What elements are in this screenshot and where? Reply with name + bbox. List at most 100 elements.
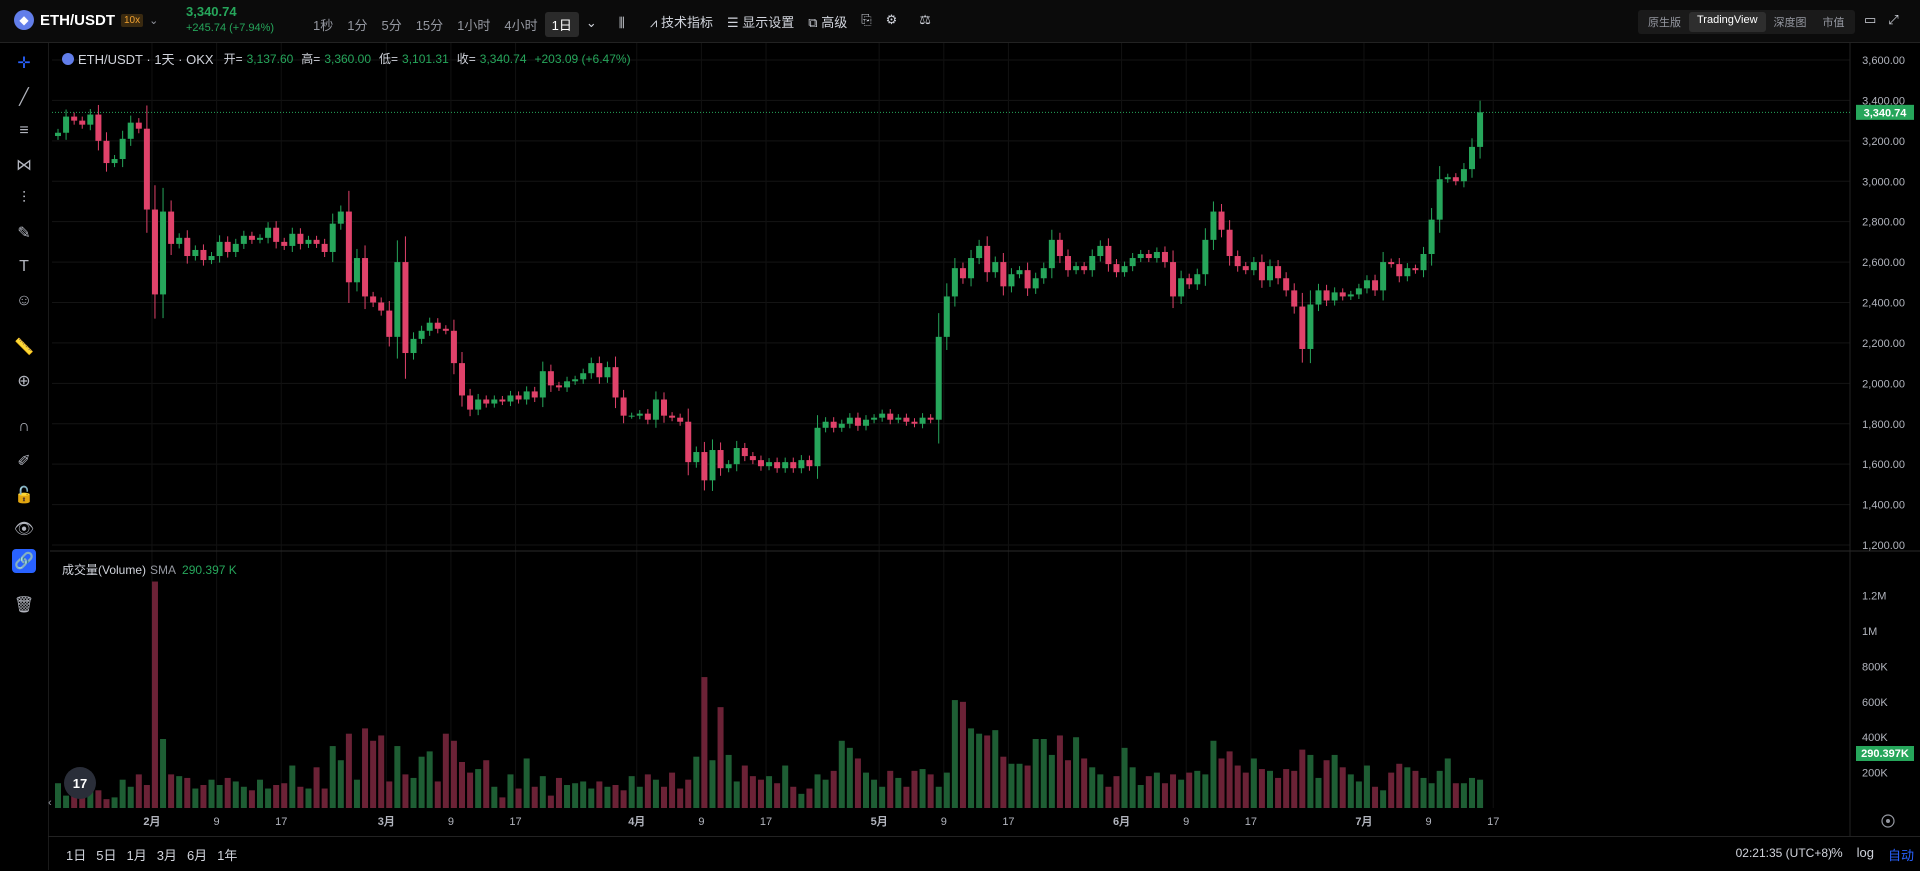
compare-scale-icon[interactable]: ⚖ <box>919 12 931 27</box>
volume-bar <box>943 772 950 808</box>
lock-drawing-icon[interactable]: ✐ <box>17 453 31 470</box>
chevron-down-icon[interactable]: ⌄ <box>149 14 159 27</box>
timeframe-1m[interactable]: 1分 <box>347 18 368 33</box>
log-toggle[interactable]: log <box>1856 845 1874 860</box>
candle-body <box>895 417 902 420</box>
zoom-in-icon[interactable]: ⊕ <box>17 373 31 390</box>
range-1m[interactable]: 1月 <box>126 848 147 863</box>
legend-change: +203.09 (+6.47%) <box>534 51 631 66</box>
link-icon[interactable]: 🔗 <box>12 549 36 573</box>
candle-body <box>434 322 441 329</box>
volume-bar <box>1242 772 1249 808</box>
open-value: 3,137.60 <box>246 51 294 66</box>
volume-bar <box>580 781 587 808</box>
view-tradingview[interactable]: TradingView <box>1689 12 1766 32</box>
gear-icon[interactable]: ⚙ <box>885 12 898 27</box>
trendline-icon[interactable]: ╱ <box>19 89 29 106</box>
price-axis[interactable]: 3,600.00 3,400.00 3,200.00 3,000.00 2,800.00… <box>1862 55 1905 552</box>
volume-bar <box>426 751 433 808</box>
candle-body <box>1307 304 1314 349</box>
candle-body <box>111 159 118 164</box>
timeframe-1h[interactable]: 1小时 <box>457 18 491 33</box>
text-icon[interactable]: T <box>19 258 29 275</box>
range-6m[interactable]: 6月 <box>186 848 208 863</box>
emoji-icon[interactable]: ☺ <box>15 292 33 309</box>
volume-bar <box>216 785 223 808</box>
volume-bar <box>160 739 167 808</box>
pattern-icon[interactable]: ⋈ <box>16 157 32 174</box>
candle-body <box>321 243 328 252</box>
volume-bar <box>1469 777 1475 808</box>
candle-body <box>1226 229 1233 257</box>
candle-body <box>410 338 417 354</box>
ruler-icon[interactable]: 📏 <box>14 339 34 356</box>
volume-bar <box>887 770 894 808</box>
list-icon: ☰ <box>726 15 739 30</box>
percent-toggle[interactable]: % <box>1831 845 1843 860</box>
timeframe-dropdown-icon[interactable]: ⌄ <box>585 15 597 30</box>
timeframe-1s[interactable]: 1秒 <box>313 18 334 33</box>
volume-bar <box>103 799 110 808</box>
tradingview-logo[interactable]: 17 <box>64 767 96 799</box>
timeframe-1d[interactable]: 1日 <box>544 12 579 37</box>
crosshair-icon[interactable]: ✛ <box>17 55 31 72</box>
candle-body <box>475 399 482 410</box>
candle-body <box>515 395 522 400</box>
lock-icon[interactable]: 🔓 <box>14 487 34 504</box>
auto-toggle[interactable]: 自动 <box>1887 848 1914 863</box>
range-5d[interactable]: 5日 <box>96 848 117 863</box>
advanced-button[interactable]: ⧉ 高级 <box>808 12 847 31</box>
eye-icon[interactable]: 👁 <box>13 521 35 538</box>
candle-body <box>766 462 773 467</box>
fullscreen-icon[interactable]: ⤢ <box>1888 12 1899 27</box>
time-axis[interactable]: 2月 9 17 3月 9 17 4月 9 17 5月 9 17 6月 9 17 7月 9 17 <box>143 815 1499 828</box>
volume-bar <box>329 746 336 808</box>
price-tick-label: 1,200.00 <box>1862 540 1905 552</box>
volume-bar <box>79 797 86 808</box>
volume-bar <box>1412 770 1419 808</box>
snapshot-icon[interactable]: ⎘ <box>861 12 872 27</box>
volume-bar <box>370 740 377 808</box>
volume-bar <box>523 758 530 808</box>
candle-body <box>919 417 926 424</box>
brush-icon[interactable]: ✎ <box>17 225 31 242</box>
indicators-button[interactable]: ⩘ 技术指标 <box>650 12 713 31</box>
volume-bar <box>1355 781 1362 808</box>
magnet-icon[interactable]: ∩ <box>18 418 30 435</box>
volume-bar <box>459 762 465 808</box>
trash-icon[interactable]: 🗑 <box>13 597 35 614</box>
clock[interactable]: 02:21:35 (UTC+8) <box>1735 846 1832 860</box>
symbol-selector[interactable]: ◆ ETH/USDT 10x ⌄ <box>14 10 158 30</box>
top-toolbar: ◆ ETH/USDT 10x ⌄ 3,340.74 +245.74 (+7.94… <box>0 0 1920 43</box>
range-1y[interactable]: 1年 <box>217 848 238 863</box>
chart-legend: ETH/USDT · 1天 · OKX 开= 3,137.60 高= 3,360.0… <box>62 49 631 68</box>
candle-body <box>459 363 465 396</box>
layout-icon[interactable]: ▭ <box>1864 12 1877 27</box>
axis-settings-icon[interactable] <box>1881 814 1895 828</box>
candle-body <box>1210 211 1217 240</box>
candle-type-icon[interactable]: ⫼ <box>618 15 625 30</box>
range-1d[interactable]: 1日 <box>66 848 87 863</box>
display-settings-button[interactable]: ☰ 显示设置 <box>727 12 794 31</box>
timeframe-15m[interactable]: 15分 <box>415 18 444 33</box>
candle-body <box>305 239 312 244</box>
price-tick-label: 2,000.00 <box>1862 378 1905 390</box>
leverage-badge: 10x <box>121 13 144 27</box>
collapse-arrow-icon[interactable]: ‹ <box>48 797 52 809</box>
range-3m[interactable]: 3月 <box>156 848 177 863</box>
view-depth[interactable]: 深度图 <box>1773 17 1807 29</box>
horizontal-lines-icon[interactable]: ≡ <box>19 122 29 139</box>
time-tick-label: 9 <box>698 816 704 828</box>
fib-icon[interactable]: ⫶ <box>21 190 26 207</box>
view-native[interactable]: 原生版 <box>1648 17 1681 29</box>
timeframe-4h[interactable]: 4小时 <box>504 18 538 33</box>
candle-body <box>725 464 732 469</box>
timeframe-5m[interactable]: 5分 <box>381 18 402 33</box>
volume-bar <box>709 760 716 808</box>
time-tick-label: 17 <box>275 816 287 828</box>
candle-body <box>887 413 894 420</box>
candle-body <box>1291 290 1298 307</box>
view-market-cap[interactable]: 市值 <box>1822 17 1845 29</box>
volume-axis[interactable]: 1.2M 1M 800K 600K 400K 200K <box>1862 591 1888 780</box>
